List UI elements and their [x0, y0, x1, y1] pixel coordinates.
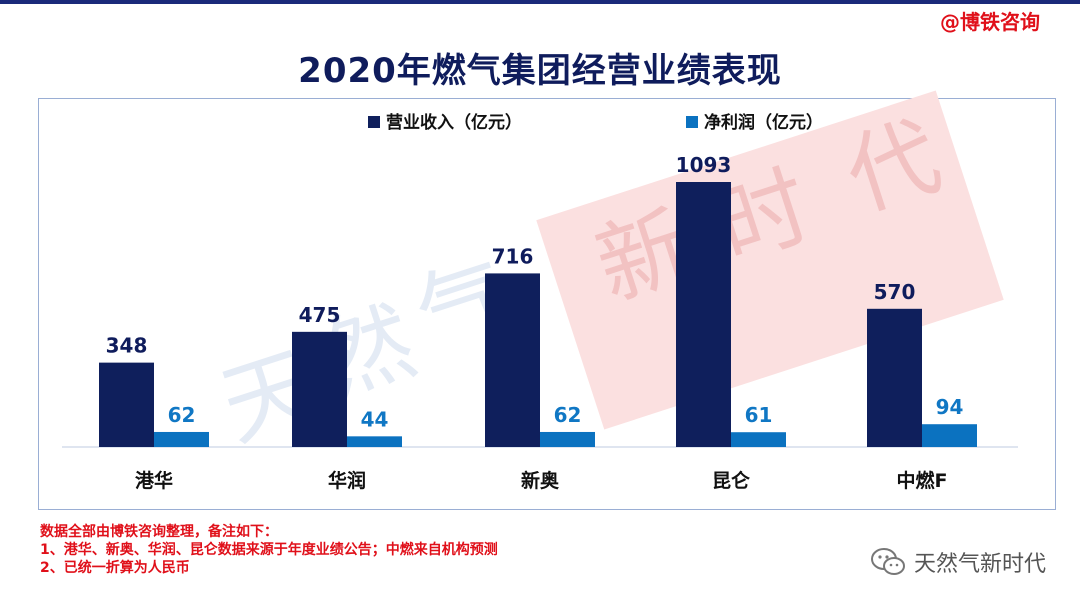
- legend-swatch-profit: [686, 116, 698, 128]
- profit-value-label: 61: [745, 403, 773, 427]
- bar-revenue: [485, 273, 540, 447]
- revenue-value-label: 716: [492, 244, 534, 268]
- revenue-value-label: 348: [106, 334, 148, 358]
- category-label: 港华: [135, 469, 173, 492]
- legend-label-profit: 净利润（亿元）: [704, 112, 823, 133]
- wechat-brand: 天然气新时代: [870, 546, 1046, 578]
- top-accent-bar: [0, 0, 1080, 4]
- watermark-red-panel: [536, 90, 1004, 430]
- wechat-icon: [870, 548, 905, 575]
- revenue-value-label: 475: [299, 303, 341, 327]
- note-line-3: 2、已统一折算为人民币: [40, 560, 190, 576]
- bar-profit: [347, 436, 402, 447]
- notes-block: 数据全部由博铁咨询整理，备注如下： 1、港华、新奥、华润、昆仑数据来源于年度业绩…: [40, 523, 498, 577]
- category-label: 新奥: [521, 469, 560, 492]
- bar-revenue: [867, 308, 922, 447]
- bar-profit: [540, 431, 595, 447]
- bar-profit: [731, 432, 786, 447]
- profit-value-label: 62: [168, 403, 196, 427]
- note-line-2: 1、港华、新奥、华润、昆仑数据来源于年度业绩公告；中燃来自机构预测: [40, 542, 498, 558]
- bar-profit: [922, 424, 977, 447]
- credit-label: @博铁咨询: [940, 10, 1040, 34]
- wechat-account-name: 天然气新时代: [913, 552, 1046, 577]
- category-label: 中燃F: [897, 469, 948, 492]
- profit-value-label: 44: [361, 407, 389, 431]
- category-label: 华润: [328, 469, 366, 492]
- profit-value-label: 62: [554, 403, 582, 427]
- bar-profit: [154, 431, 209, 447]
- plot-frame: [38, 98, 1056, 510]
- revenue-value-label: 570: [874, 280, 916, 304]
- bar-revenue: [99, 362, 154, 447]
- legend-label-revenue: 营业收入（亿元）: [386, 112, 522, 133]
- legend-swatch-revenue: [368, 116, 380, 128]
- bar-revenue: [292, 331, 347, 447]
- category-label: 昆仑: [712, 469, 751, 492]
- bar-revenue: [676, 182, 731, 447]
- revenue-value-label: 1093: [676, 153, 732, 177]
- chart-title: 2020年燃气集团经营业绩表现: [298, 51, 782, 91]
- profit-value-label: 94: [936, 395, 964, 419]
- note-line-1: 数据全部由博铁咨询整理，备注如下：: [40, 524, 278, 540]
